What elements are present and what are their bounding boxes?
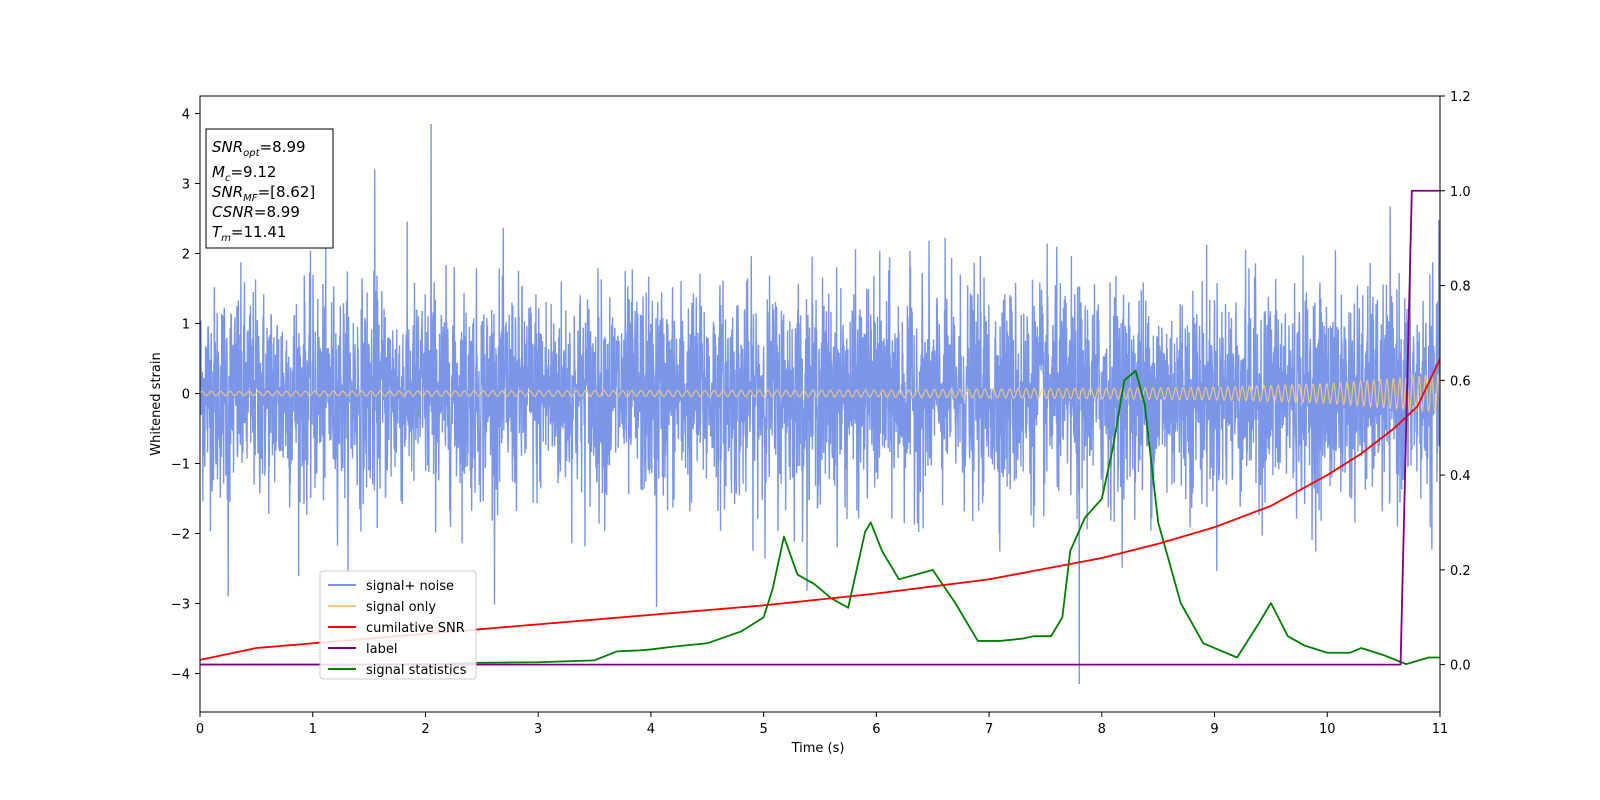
y-left-tick-label: 4: [182, 108, 190, 123]
y-right-tick-label: 0.8: [1450, 280, 1471, 295]
legend-entry-label: label: [366, 642, 397, 657]
x-tick-label: 0: [196, 722, 204, 737]
stats-annotation-line: Mc=9.12: [212, 163, 276, 184]
legend-entry-label: signal only: [366, 600, 436, 615]
x-tick-label: 1: [309, 722, 317, 737]
series-signal-statistics-line: [200, 369, 1440, 666]
x-tick-label: 9: [1210, 722, 1218, 737]
x-tick-label: 5: [759, 722, 767, 737]
y-left-tick-label: 3: [182, 178, 190, 193]
axes-layer: 0 1 2 3 4 5 6 7 8 9 10 11 −4 −3 −2 −1 0 1 2 3 4 0.0 0.2 0.4 0.6 0…: [171, 90, 1471, 737]
x-tick-label: 2: [421, 722, 429, 737]
y-left-tick-label: −3: [171, 598, 190, 613]
stats-annotation-line: SNRopt=8.99: [212, 138, 306, 159]
x-tick-label: 3: [534, 722, 542, 737]
y-left-tick-label: −2: [171, 528, 190, 543]
x-tick-label: 10: [1319, 722, 1336, 737]
y-right-tick-label: 0.6: [1450, 374, 1471, 389]
x-tick-label: 4: [647, 722, 655, 737]
stats-annotation-line: Tm=11.41: [212, 223, 286, 244]
legend-entry-label: signal+ noise: [366, 579, 454, 594]
y-left-tick-label: 0: [182, 388, 190, 403]
legend: signal+ noise signal only cumilative SNR la…: [319, 570, 477, 680]
x-axis-label: Time (s): [791, 741, 845, 756]
x-tick-label: 11: [1432, 722, 1449, 737]
y-right-tick-label: 0.2: [1450, 564, 1471, 579]
y-left-tick-label: −4: [171, 668, 190, 683]
legend-entry-label: signal statistics: [366, 663, 467, 678]
series-signal-noise-line: [200, 123, 1440, 685]
y-right-tick-label: 1.0: [1450, 185, 1471, 200]
y-right-tick-label: 0.4: [1450, 469, 1471, 484]
series-label-line: [200, 189, 1440, 666]
stats-annotation-line: CSNR=8.99: [212, 203, 300, 221]
x-tick-label: 7: [985, 722, 993, 737]
y-right-tick-label: 0.0: [1450, 659, 1471, 674]
y-left-tick-label: −1: [171, 458, 190, 473]
legend-entry-label: cumilative SNR: [366, 621, 465, 636]
legend-frame: [319, 570, 477, 680]
series-signal-only-line: [200, 373, 1440, 414]
stats-annotation-line: SNRMF=[8.62]: [212, 183, 315, 204]
y-axis-label: Whitened strain: [149, 352, 164, 455]
y-right-tick-label: 1.2: [1450, 90, 1471, 105]
y-left-tick-label: 2: [182, 248, 190, 263]
stats-annotation-frame: [205, 128, 334, 249]
x-tick-label: 6: [872, 722, 880, 737]
x-tick-label: 8: [1098, 722, 1106, 737]
plot-frame: [199, 95, 1441, 713]
y-left-tick-label: 1: [182, 318, 190, 333]
